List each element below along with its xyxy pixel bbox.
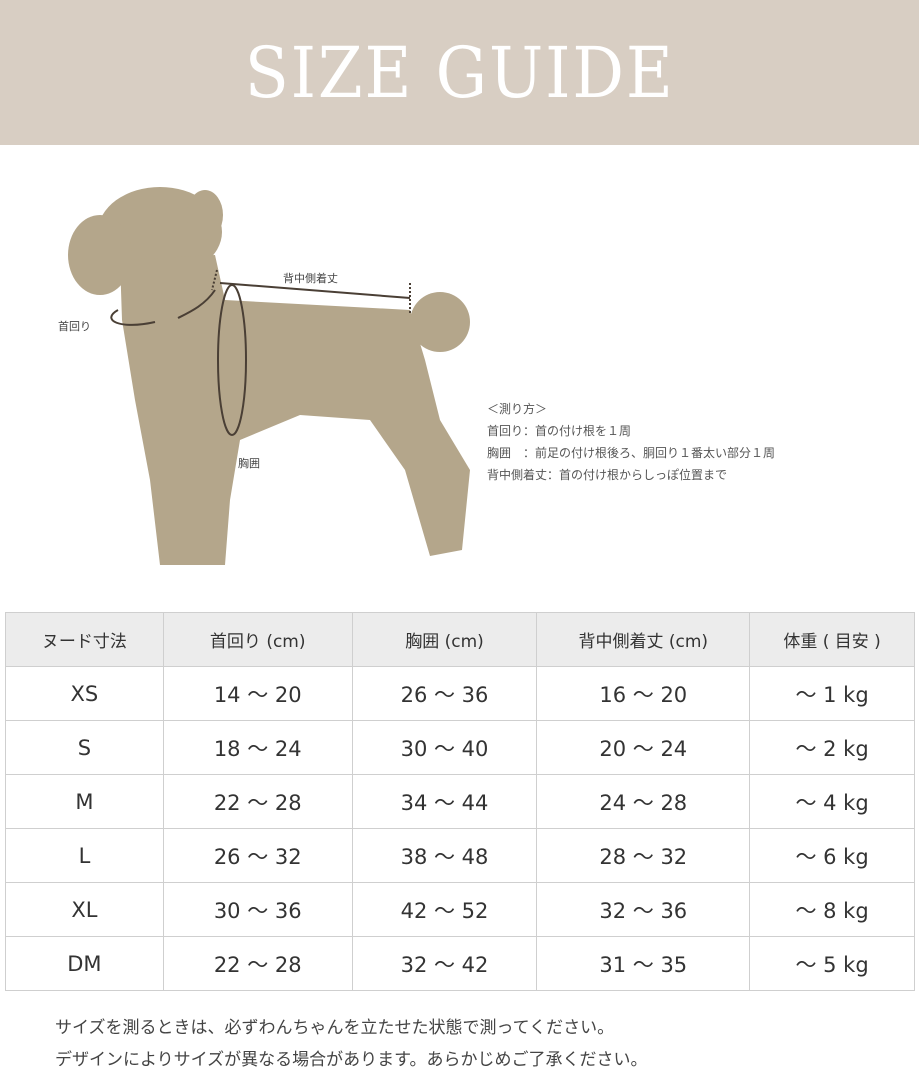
table-row: DM 22 〜 28 32 〜 42 31 〜 35 〜 5 kg xyxy=(5,936,915,991)
back-length-label: 背中側着丈 xyxy=(283,272,338,285)
table-row: XL 30 〜 36 42 〜 52 32 〜 36 〜 8 kg xyxy=(5,882,915,937)
table-cell: S xyxy=(5,720,164,775)
table-cell: 〜 1 kg xyxy=(749,666,915,721)
column-header: 胸囲 (cm) xyxy=(351,612,538,667)
table-header-row: ヌード寸法 首回り (cm) 胸囲 (cm) 背中側着丈 (cm) 体重 ( 目安 ) xyxy=(5,612,915,667)
page-title: SIZE GUIDE xyxy=(244,31,675,114)
table-row: S 18 〜 24 30 〜 40 20 〜 24 〜 2 kg xyxy=(5,720,915,775)
table-cell: 30 〜 36 xyxy=(162,882,353,937)
table-cell: XL xyxy=(5,882,164,937)
notes: サイズを測るときは、必ずわんちゃんを立たせた状態で測ってください。 デザインによ… xyxy=(55,1012,647,1076)
howto-line: 首回り：首の付け根を１周 xyxy=(487,424,632,438)
table-cell: 〜 2 kg xyxy=(749,720,915,775)
note: デザインによりサイズが異なる場合があります。あらかじめご了承ください。 xyxy=(55,1050,648,1070)
table-cell: 38 〜 48 xyxy=(351,828,538,883)
table-cell: 32 〜 42 xyxy=(351,936,538,991)
table-row: L 26 〜 32 38 〜 48 28 〜 32 〜 6 kg xyxy=(5,828,915,883)
column-header: 背中側着丈 (cm) xyxy=(536,612,751,667)
table-cell: 42 〜 52 xyxy=(351,882,538,937)
table-cell: 22 〜 28 xyxy=(162,774,353,829)
table-cell: 〜 6 kg xyxy=(749,828,915,883)
howto-line: 背中側着丈：首の付け根からしっぽ位置まで xyxy=(487,468,728,482)
table-cell: 24 〜 28 xyxy=(536,774,751,829)
dog-silhouette xyxy=(68,187,470,565)
table-row: M 22 〜 28 34 〜 44 24 〜 28 〜 4 kg xyxy=(5,774,915,829)
size-table: ヌード寸法 首回り (cm) 胸囲 (cm) 背中側着丈 (cm) 体重 ( 目安 ) … xyxy=(5,612,915,991)
table-cell: 18 〜 24 xyxy=(162,720,353,775)
table-cell: 32 〜 36 xyxy=(536,882,751,937)
table-cell: DM xyxy=(5,936,164,991)
table-cell: 22 〜 28 xyxy=(162,936,353,991)
chest-label: 胸囲 xyxy=(238,457,260,470)
table-cell: M xyxy=(5,774,164,829)
table-cell: 〜 8 kg xyxy=(749,882,915,937)
table-cell: 28 〜 32 xyxy=(536,828,751,883)
table-cell: 26 〜 32 xyxy=(162,828,353,883)
table-cell: 〜 4 kg xyxy=(749,774,915,829)
table-cell: 20 〜 24 xyxy=(536,720,751,775)
table-cell: 14 〜 20 xyxy=(162,666,353,721)
table-cell: 〜 5 kg xyxy=(749,936,915,991)
table-cell: XS xyxy=(5,666,164,721)
table-row: XS 14 〜 20 26 〜 36 16 〜 20 〜 1 kg xyxy=(5,666,915,721)
column-header: ヌード寸法 xyxy=(5,612,164,667)
table-cell: 34 〜 44 xyxy=(351,774,538,829)
column-header: 体重 ( 目安 ) xyxy=(749,612,915,667)
howto-title: ＜測り方＞ xyxy=(487,402,548,416)
table-cell: 16 〜 20 xyxy=(536,666,751,721)
table-cell: 30 〜 40 xyxy=(351,720,538,775)
header-banner: SIZE GUIDE xyxy=(0,0,919,145)
table-cell: 31 〜 35 xyxy=(536,936,751,991)
howto-line: 胸囲 ：前足の付け根後ろ、胴回り１番太い部分１周 xyxy=(487,446,776,460)
column-header: 首回り (cm) xyxy=(162,612,353,667)
neck-label: 首回り xyxy=(58,320,91,333)
measurement-instructions: ＜測り方＞ 首回り：首の付け根を１周 胸囲 ：前足の付け根後ろ、胴回り１番太い部… xyxy=(487,398,775,486)
table-cell: L xyxy=(5,828,164,883)
table-cell: 26 〜 36 xyxy=(351,666,538,721)
note: サイズを測るときは、必ずわんちゃんを立たせた状態で測ってください。 xyxy=(55,1018,615,1038)
